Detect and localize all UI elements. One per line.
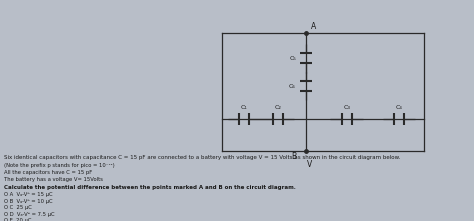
Text: V: V <box>307 160 312 169</box>
Text: O A  Vₐ-Vᴮ = 15 μC: O A Vₐ-Vᴮ = 15 μC <box>4 192 52 198</box>
Text: C₁: C₁ <box>241 105 248 110</box>
Text: C₄: C₄ <box>396 105 402 110</box>
Text: O E  20 μC: O E 20 μC <box>4 218 31 221</box>
Text: O D  Vₐ-Vᴮ = 7.5 μC: O D Vₐ-Vᴮ = 7.5 μC <box>4 212 55 217</box>
Text: C₃: C₃ <box>343 105 350 110</box>
Text: O B  Vₐ-Vᴮ = 10 μC: O B Vₐ-Vᴮ = 10 μC <box>4 199 52 204</box>
Text: O C  25 μC: O C 25 μC <box>4 205 32 210</box>
Text: (Note the prefix p stands for pico = 10⁻¹²): (Note the prefix p stands for pico = 10⁻… <box>4 163 115 168</box>
Text: A: A <box>311 22 317 30</box>
Text: The battery has a voltage V= 15Volts: The battery has a voltage V= 15Volts <box>4 177 103 182</box>
Text: B: B <box>292 152 296 161</box>
Text: All the capacitors have C = 15 pF: All the capacitors have C = 15 pF <box>4 170 92 175</box>
Text: C₂: C₂ <box>274 105 281 110</box>
Text: C₅: C₅ <box>289 56 296 61</box>
Text: C₆: C₆ <box>289 84 296 89</box>
Text: Calculate the potential difference between the points marked A and B on the circ: Calculate the potential difference betwe… <box>4 185 296 190</box>
Text: Six identical capacitors with capacitance C = 15 pF are connected to a battery w: Six identical capacitors with capacitanc… <box>4 155 400 160</box>
